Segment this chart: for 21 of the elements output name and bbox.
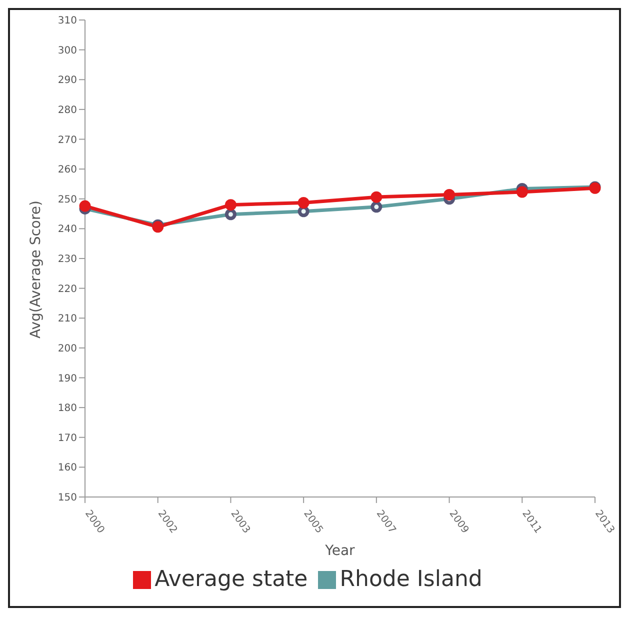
y-tick-label: 180 (58, 403, 77, 414)
y-tick-label: 220 (58, 284, 77, 295)
x-axis-title: Year (324, 543, 356, 559)
y-tick-label: 310 (58, 16, 77, 27)
y-tick-label: 250 (58, 194, 77, 206)
y-tick-label: 290 (58, 75, 77, 86)
y-tick-label: 280 (58, 104, 77, 116)
y-tick-label: 150 (58, 492, 77, 504)
y-tick-label: 170 (58, 432, 77, 444)
y-tick-label: 200 (58, 343, 77, 354)
y-axis-title: Avg(Average Score) (28, 200, 44, 338)
y-tick-label: 260 (58, 164, 77, 176)
y-tick-label: 240 (58, 224, 77, 236)
legend-label: Average state (154, 567, 308, 592)
y-tick-label: 230 (58, 254, 77, 266)
y-tick-label: 210 (58, 314, 77, 325)
y-tick-label: 190 (58, 373, 77, 384)
y-tick-label: 160 (58, 462, 77, 474)
y-tick-label: 300 (58, 45, 77, 56)
y-tick-label: 270 (58, 134, 77, 146)
legend-label: Rhode Island (340, 567, 482, 592)
